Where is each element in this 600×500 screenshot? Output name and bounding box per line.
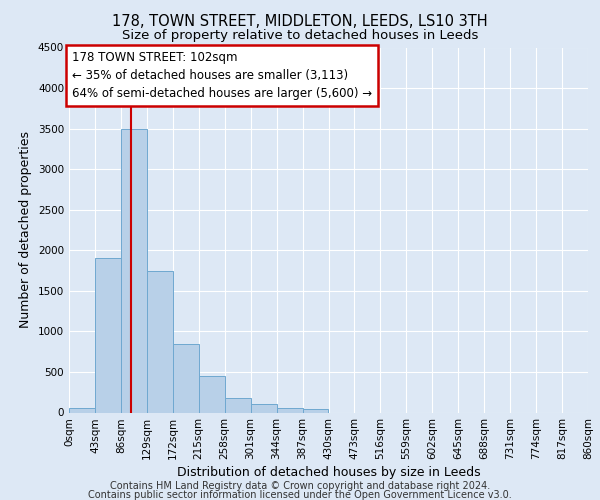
Text: Contains HM Land Registry data © Crown copyright and database right 2024.: Contains HM Land Registry data © Crown c…	[110, 481, 490, 491]
Text: 178 TOWN STREET: 102sqm
← 35% of detached houses are smaller (3,113)
64% of semi: 178 TOWN STREET: 102sqm ← 35% of detache…	[71, 51, 372, 100]
Bar	[173, 344, 199, 412]
Bar	[121, 128, 147, 412]
Text: Contains public sector information licensed under the Open Government Licence v3: Contains public sector information licen…	[88, 490, 512, 500]
Bar	[302, 409, 329, 412]
Bar	[147, 270, 173, 412]
Bar	[251, 404, 277, 412]
Text: 178, TOWN STREET, MIDDLETON, LEEDS, LS10 3TH: 178, TOWN STREET, MIDDLETON, LEEDS, LS10…	[112, 14, 488, 29]
Text: Size of property relative to detached houses in Leeds: Size of property relative to detached ho…	[122, 29, 478, 42]
Bar	[277, 408, 302, 412]
X-axis label: Distribution of detached houses by size in Leeds: Distribution of detached houses by size …	[176, 466, 481, 479]
Bar	[199, 376, 224, 412]
Bar	[224, 398, 251, 412]
Bar	[69, 408, 95, 412]
Y-axis label: Number of detached properties: Number of detached properties	[19, 132, 32, 328]
Bar	[95, 258, 121, 412]
